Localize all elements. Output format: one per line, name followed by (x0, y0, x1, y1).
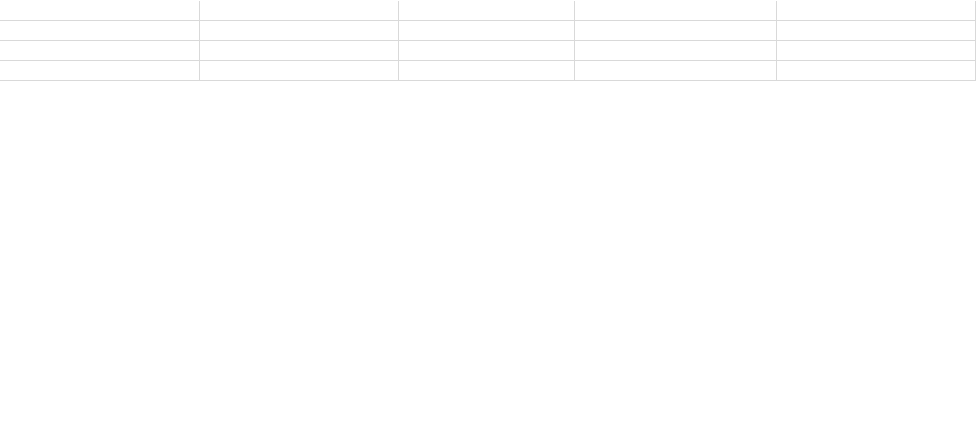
empty-cell[interactable] (777, 21, 976, 41)
empty-cell[interactable] (200, 41, 399, 61)
header-cell-nodes-expanded[interactable] (575, 1, 777, 21)
header-cell-time[interactable] (200, 1, 399, 21)
header-row (0, 1, 976, 21)
empty-cell[interactable] (399, 21, 575, 41)
ucs-values-row (0, 61, 976, 81)
ucs-note-line-2[interactable] (0, 61, 200, 81)
ucs-note-row-1 (0, 41, 976, 61)
ucs-time-cell[interactable] (200, 61, 399, 81)
empty-cell[interactable] (200, 21, 399, 41)
header-cell-algorithm[interactable] (0, 1, 200, 21)
ucs-nodes-cell[interactable] (575, 61, 777, 81)
empty-cell[interactable] (399, 41, 575, 61)
empty-cell[interactable] (575, 41, 777, 61)
ucs-memory-cell[interactable] (399, 61, 575, 81)
empty-cell[interactable] (777, 41, 976, 61)
ucs-path-cell[interactable] (777, 61, 976, 81)
header-cell-path-length[interactable] (777, 1, 976, 21)
ucs-note-line-1[interactable] (0, 41, 200, 61)
header-cell-memory[interactable] (399, 1, 575, 21)
empty-cell[interactable] (575, 21, 777, 41)
section-row-ucs (0, 21, 976, 41)
section-title-ucs[interactable] (0, 21, 200, 41)
